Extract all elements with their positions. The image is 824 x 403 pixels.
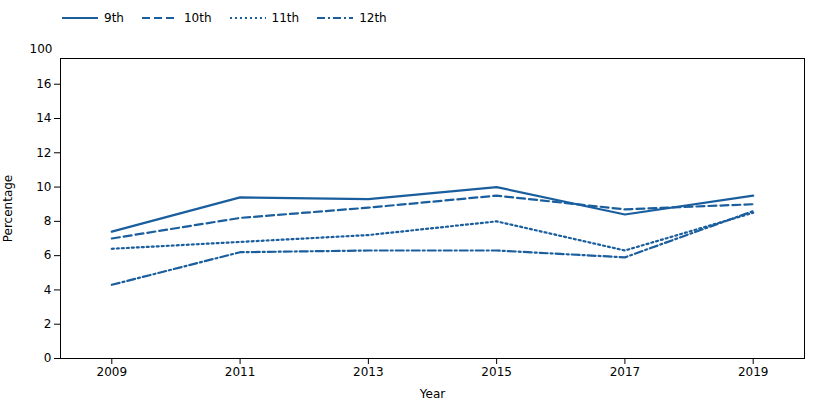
svg-text:Percentage: Percentage [1,175,15,243]
svg-text:14: 14 [36,111,51,125]
svg-text:16: 16 [36,77,51,91]
svg-text:2: 2 [44,317,52,331]
svg-text:100: 100 [30,42,53,56]
svg-text:2019: 2019 [738,365,769,379]
html-text:10th: 10th [184,11,212,25]
svg-text:8: 8 [44,214,52,228]
svg-text:2015: 2015 [481,365,512,379]
svg-text:2017: 2017 [610,365,641,379]
svg-text:4: 4 [44,283,52,297]
html-text:9th: 9th [104,11,124,25]
svg-text:2011: 2011 [225,365,256,379]
svg-text:2013: 2013 [353,365,384,379]
svg-text:10: 10 [36,180,51,194]
html-text:12th: 12th [359,11,387,25]
svg-text:6: 6 [44,248,52,262]
svg-text:Year: Year [419,387,445,401]
svg-text:2009: 2009 [97,365,128,379]
svg-text:0: 0 [44,351,52,365]
svg-text:12: 12 [36,146,51,160]
html-text:11th: 11th [271,11,300,25]
